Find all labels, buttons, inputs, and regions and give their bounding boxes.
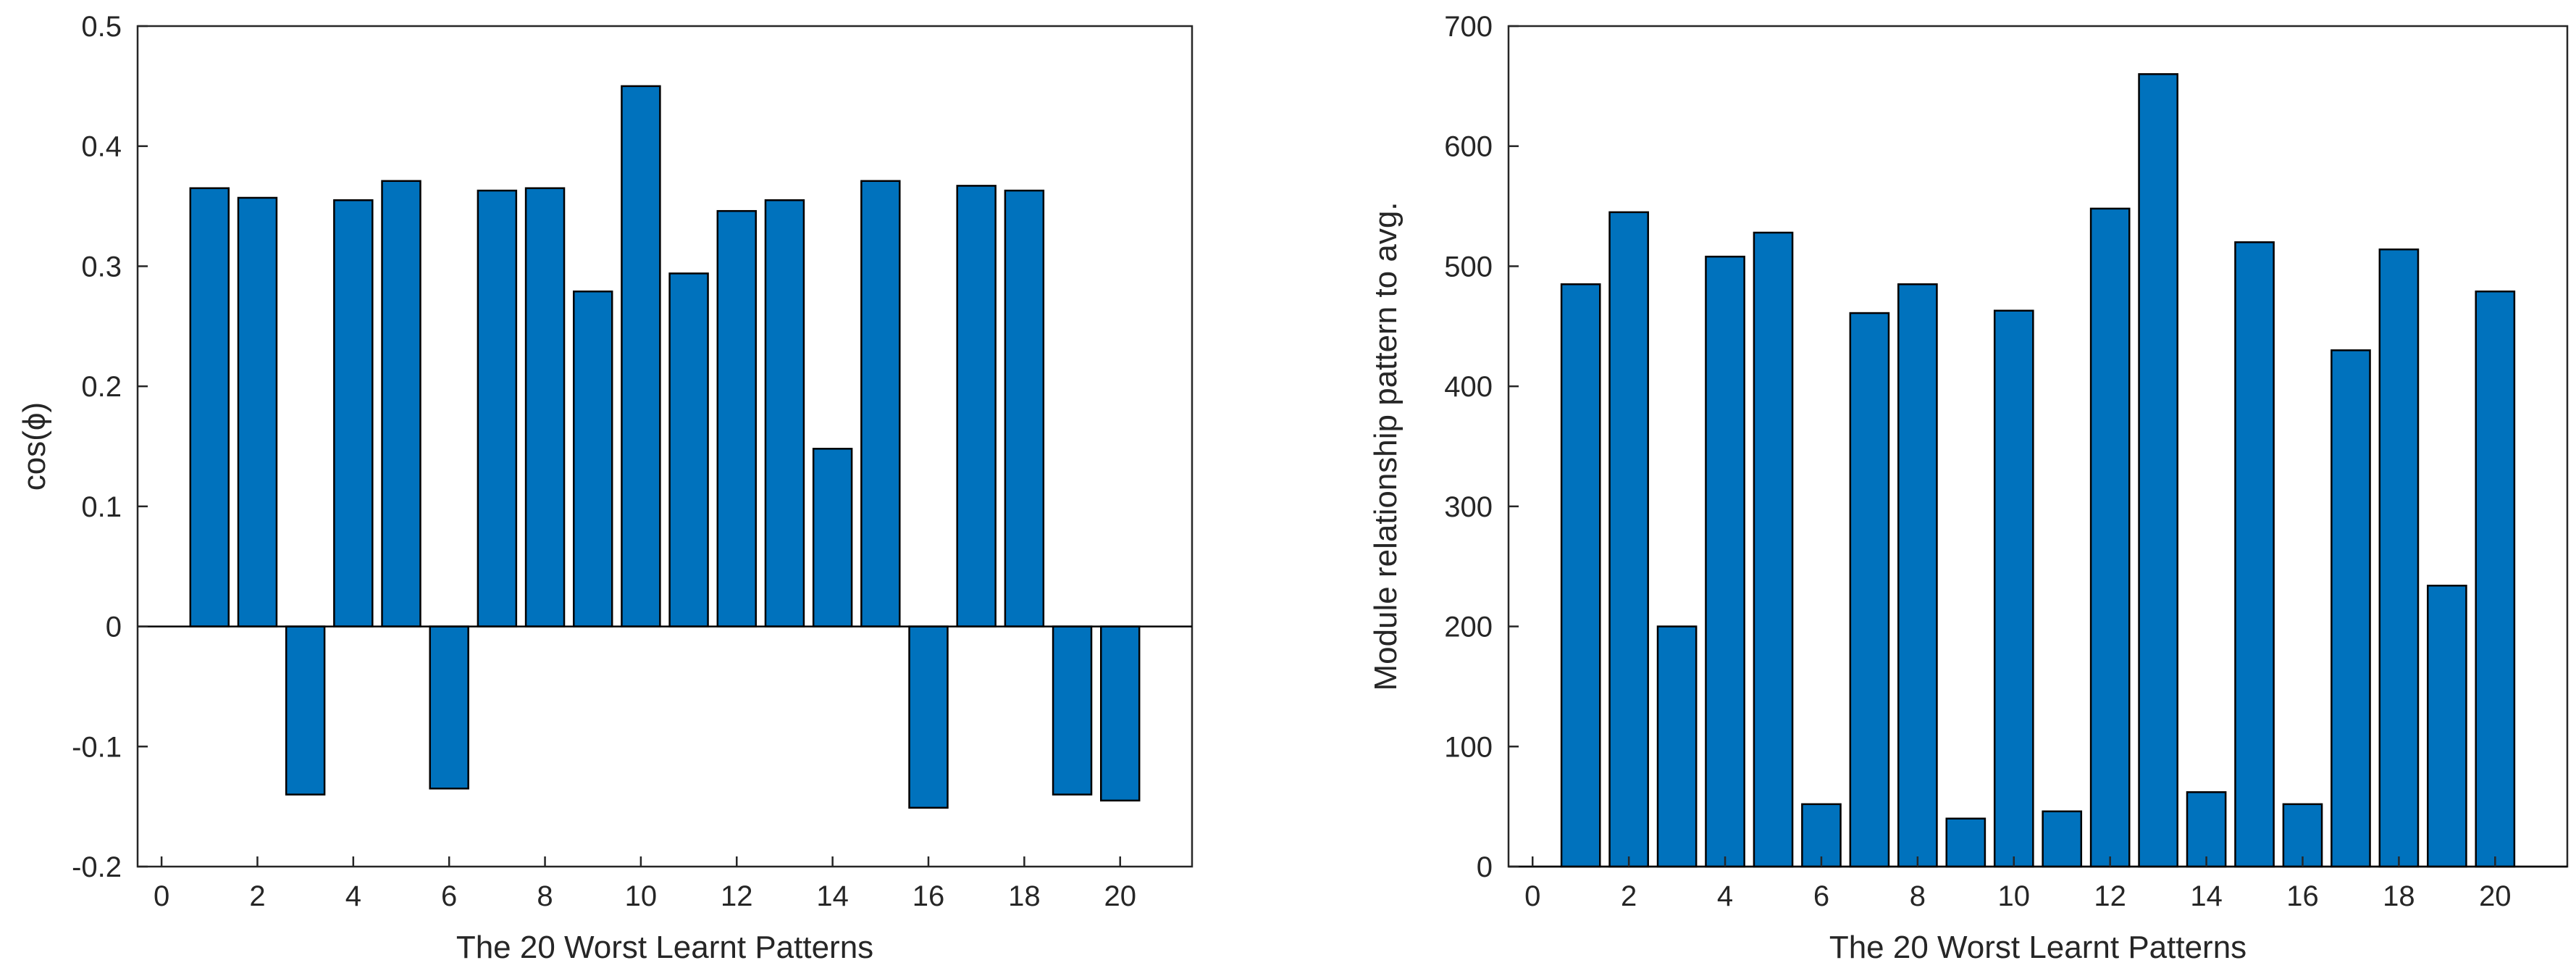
left-bar-5	[381, 180, 421, 627]
right-x-tick-label: 10	[1998, 880, 2031, 912]
right-bar-20	[2475, 290, 2516, 868]
left-x-tick-label: 2	[249, 880, 265, 912]
left-bar-10	[621, 85, 661, 627]
left-x-tick-label: 8	[537, 880, 553, 912]
left-bar-7	[477, 189, 518, 627]
left-y-tick-label: -0.2	[72, 851, 122, 883]
left-x-tick-label: 4	[345, 880, 361, 912]
left-bar-3	[285, 625, 326, 796]
left-x-tick-label: 12	[721, 880, 753, 912]
right-bar-4	[1705, 255, 1745, 868]
left-x-tick-label: 18	[1008, 880, 1041, 912]
right-x-tick-label: 2	[1621, 880, 1637, 912]
right-bar-17	[2330, 349, 2371, 868]
left-x-axis-label: The 20 Worst Learnt Patterns	[456, 930, 873, 965]
right-x-tick-label: 0	[1524, 880, 1540, 912]
right-bar-6	[1801, 803, 1842, 868]
right-y-tick-label: 300	[1444, 491, 1493, 523]
left-x-tick-label: 6	[441, 880, 457, 912]
left-bar-13	[764, 199, 805, 627]
left-bar-9	[573, 290, 613, 627]
right-x-tick-label: 8	[1910, 880, 1926, 912]
right-x-tick-label: 6	[1813, 880, 1829, 912]
right-bar-5	[1753, 231, 1794, 868]
left-x-ticks: 0 2 4 6 8 10 12 14 16 18 20	[154, 856, 1136, 912]
right-y-tick-label: 400	[1444, 371, 1493, 403]
right-x-tick-label: 16	[2286, 880, 2319, 912]
left-bar-14	[812, 448, 853, 627]
right-bar-9	[1945, 817, 1986, 868]
right-y-axis-label: Module relationship pattern to avg.	[1368, 201, 1404, 691]
right-x-tick-label: 18	[2383, 880, 2415, 912]
left-chart-cos-phi: 0 2 4 6 8 10 12 14 16 18 20 -0.2 -0.1 0 0.1 0.2 0.3 0.4 0…	[17, 11, 1193, 965]
right-y-tick-label: 600	[1444, 131, 1493, 163]
right-x-tick-label: 12	[2094, 880, 2126, 912]
right-x-tick-label: 14	[2190, 880, 2223, 912]
left-y-tick-label: -0.1	[72, 731, 122, 763]
left-x-tick-label: 0	[154, 880, 169, 912]
right-x-tick-label: 20	[2479, 880, 2512, 912]
right-y-tick-label: 100	[1444, 731, 1493, 763]
left-bars	[189, 85, 1141, 809]
left-bar-19	[1052, 625, 1093, 796]
right-bar-7	[1849, 312, 1890, 868]
left-y-tick-label: 0.1	[81, 491, 122, 523]
left-bar-17	[956, 185, 997, 627]
left-y-tick-label: 0.3	[81, 251, 122, 283]
left-x-tick-label: 16	[912, 880, 945, 912]
left-x-tick-label: 14	[816, 880, 849, 912]
right-bar-19	[2427, 584, 2467, 868]
right-y-tick-label: 500	[1444, 251, 1493, 283]
left-bar-20	[1100, 625, 1141, 802]
right-x-axis-label: The 20 Worst Learnt Patterns	[1829, 930, 2246, 965]
right-bar-2	[1608, 211, 1649, 868]
right-bar-13	[2138, 73, 2178, 868]
left-y-tick-label: 0.2	[81, 371, 122, 403]
left-bar-1	[189, 187, 230, 627]
right-y-tick-label: 0	[1477, 851, 1493, 883]
left-bar-12	[716, 209, 757, 627]
left-y-axis-label: cos(ϕ)	[17, 402, 52, 491]
right-bar-12	[2089, 207, 2131, 868]
left-bar-11	[668, 272, 709, 627]
right-bar-15	[2234, 241, 2275, 868]
right-bar-18	[2378, 248, 2420, 868]
left-bar-16	[908, 625, 949, 809]
left-y-tick-label: 0	[106, 612, 122, 643]
right-bar-1	[1560, 283, 1601, 868]
right-x-ticks: 0 2 4 6 8 10 12 14 16 18 20	[1524, 856, 2512, 912]
left-bar-18	[1004, 189, 1045, 627]
right-y-ticks: 0 100 200 300 400 500 600 700	[1444, 11, 1519, 883]
left-plot-area	[136, 25, 1193, 868]
left-x-tick-label: 20	[1104, 880, 1136, 912]
right-bar-3	[1656, 625, 1698, 868]
left-bar-8	[524, 187, 566, 627]
right-y-tick-label: 200	[1444, 612, 1493, 643]
left-x-tick-label: 10	[625, 880, 658, 912]
left-bar-2	[237, 196, 278, 627]
left-bar-4	[333, 199, 374, 627]
right-bar-14	[2186, 791, 2227, 868]
right-bar-11	[2042, 810, 2083, 868]
right-y-tick-label: 700	[1444, 11, 1493, 43]
right-bar-16	[2282, 803, 2323, 868]
right-bar-10	[1993, 309, 2034, 868]
right-chart-module-relationship: 0 2 4 6 8 10 12 14 16 18 20 0 100 200 300 400 500 600 700…	[1368, 11, 2569, 965]
left-y-ticks: -0.2 -0.1 0 0.1 0.2 0.3 0.4 0.5	[72, 11, 148, 883]
right-x-tick-label: 4	[1717, 880, 1733, 912]
right-bar-8	[1897, 283, 1938, 868]
left-bar-6	[429, 625, 469, 790]
right-bars	[1560, 73, 2516, 868]
left-y-tick-label: 0.4	[81, 131, 122, 163]
left-y-tick-label: 0.5	[81, 11, 122, 43]
left-bar-15	[860, 180, 901, 627]
